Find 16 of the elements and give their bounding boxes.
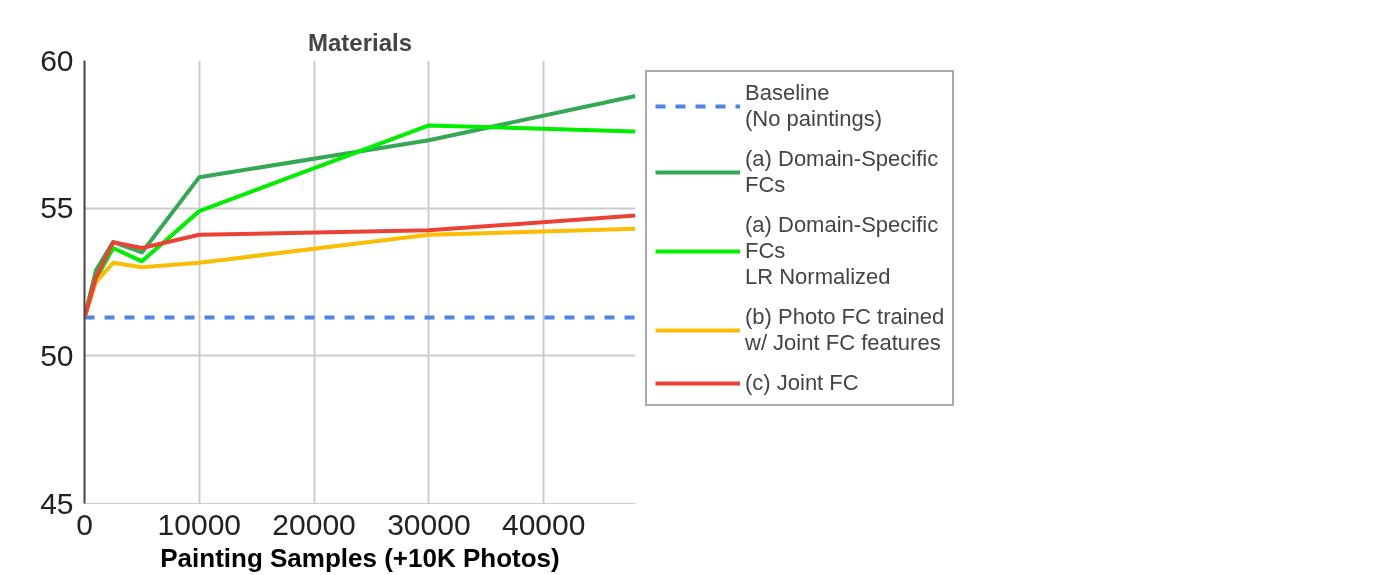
legend-label: Baseline (No paintings) — [745, 80, 882, 132]
x-tick-label: 0 — [76, 507, 93, 541]
x-tick-label: 40000 — [501, 507, 586, 541]
legend-label: (c) Joint FC — [745, 370, 859, 396]
legend-label: (a) Domain-Specific FCs LR Normalized — [745, 212, 939, 290]
chart-title: Materials — [307, 28, 413, 56]
x-tick-label: 30000 — [387, 507, 471, 541]
y-tick-label: 50 — [40, 338, 74, 372]
x-tick-label: 10000 — [157, 507, 242, 541]
y-tick-label: 60 — [40, 43, 74, 77]
x-axis-title: Painting Samples (+10K Photos) — [160, 542, 560, 573]
legend-label: (b) Photo FC trained w/ Joint FC features — [745, 304, 945, 356]
y-tick-label: 45 — [40, 486, 74, 520]
legend-label: (a) Domain-Specific FCs — [745, 146, 939, 198]
y-tick-label: 55 — [40, 191, 74, 225]
x-tick-label: 20000 — [272, 507, 356, 541]
